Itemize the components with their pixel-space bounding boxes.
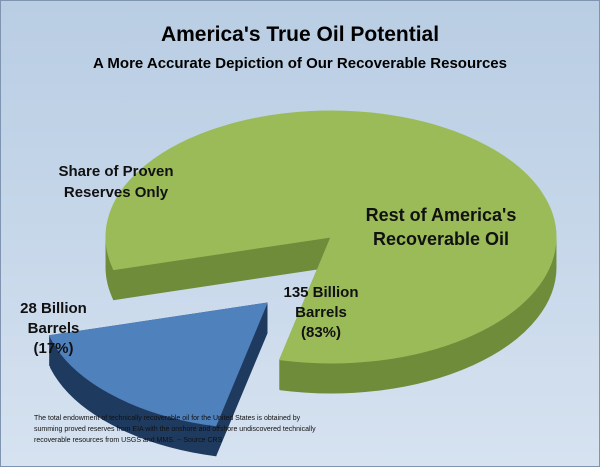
source-note-line: The total endowment of technically recov… [34,415,301,422]
slice-label-rest-of-recoverable-oil: Rest of America's Recoverable Oil [341,203,541,251]
pie-slice-share-of-proven-reserves-only [48,302,268,427]
pie-slice-rest-of-america-s-recoverable-oil [105,110,557,364]
source-note-line: recoverable resources from USGS and MMS.… [34,437,223,444]
slice-label-line: Share of Proven [58,163,174,180]
chart-subtitle: A More Accurate Depiction of Our Recover… [92,55,507,72]
slice-label-proven-reserves: Share of Proven Reserves Only [46,161,186,203]
data-label-line: (17%) [33,340,74,357]
slice-label-line: Reserves Only [63,184,169,201]
slice-label-line: Rest of America's [365,205,517,225]
data-label-rest-of-recoverable-oil: 135 Billion Barrels (83%) [256,283,386,343]
data-label-proven-reserves: 28 Billion Barrels (17%) [11,299,96,359]
data-label-line: (83%) [300,324,341,341]
chart-title: America's True Oil Potential [160,23,440,46]
data-label-line: Barrels [27,320,80,337]
data-label-line: 135 Billion [283,284,359,301]
source-note-line: summing proved reserves from EIA with th… [34,426,316,433]
source-note: The total endowment of technically recov… [34,413,374,446]
data-label-line: 28 Billion [20,300,87,317]
data-label-line: Barrels [295,304,347,321]
slice-label-line: Recoverable Oil [372,229,510,249]
